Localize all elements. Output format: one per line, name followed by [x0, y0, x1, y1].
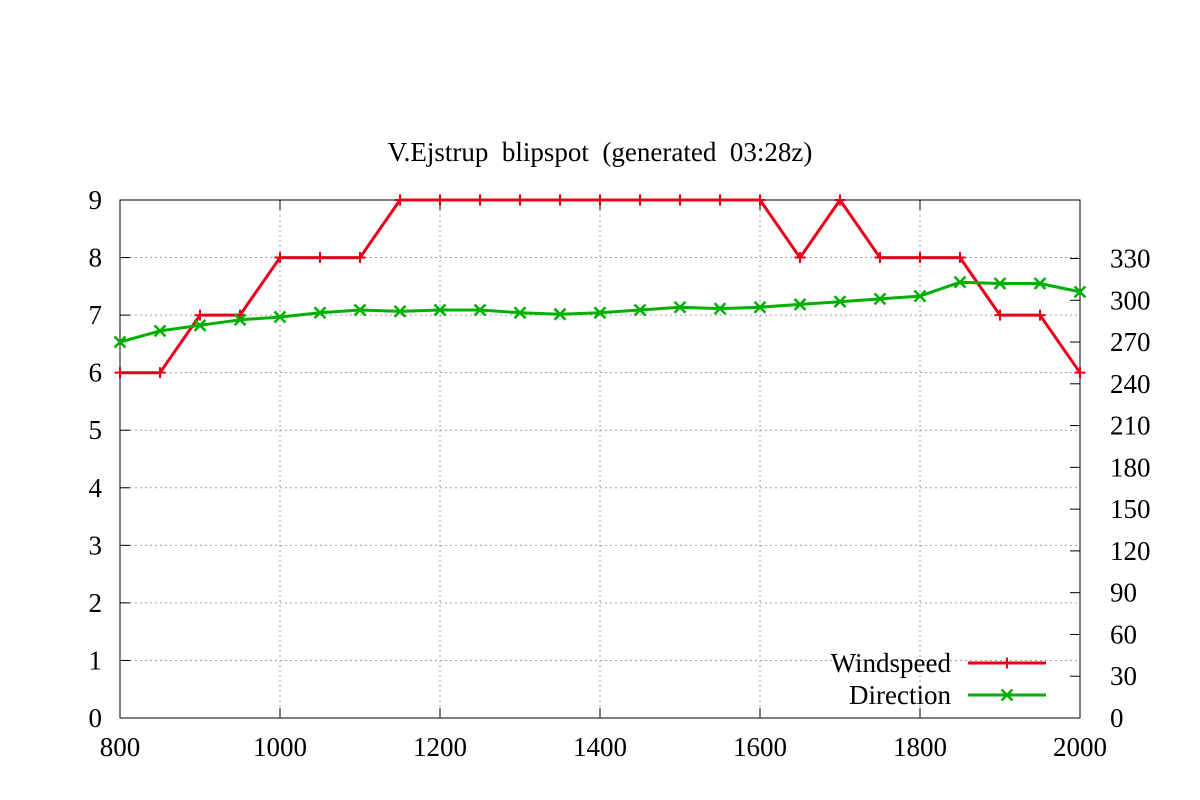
data-point-direction	[633, 303, 647, 317]
legend-marker-windspeed	[1001, 657, 1013, 669]
data-point-windspeed	[394, 194, 406, 206]
y-tick-label: 2	[89, 588, 103, 618]
data-point-direction	[953, 275, 967, 289]
data-point-direction	[313, 306, 327, 320]
data-point-direction	[713, 302, 727, 315]
y2-tick-label: 90	[1110, 578, 1137, 608]
data-point-direction	[353, 303, 367, 317]
x-tick-label: 1400	[573, 732, 627, 762]
axes: 800 1000 1200 1400 1600 1800 20000123456789030…	[89, 185, 1151, 762]
data-point-direction	[1073, 285, 1087, 299]
data-point-windspeed	[634, 194, 646, 206]
data-point-windspeed	[114, 367, 126, 379]
y-tick-label: 9	[89, 185, 103, 215]
data-point-windspeed	[314, 252, 326, 264]
data-point-windspeed	[554, 194, 566, 206]
legend-label-direction: Direction	[849, 680, 951, 710]
data-point-windspeed	[434, 194, 446, 206]
data-point-windspeed	[754, 194, 766, 206]
y-tick-label: 7	[89, 300, 103, 330]
data-point-direction	[873, 292, 887, 306]
data-point-windspeed	[834, 194, 846, 206]
x-tick-label: 1200	[413, 732, 467, 762]
y2-tick-label: 180	[1110, 452, 1151, 482]
y-tick-label: 6	[89, 358, 103, 388]
data-point-direction	[753, 300, 767, 314]
data-point-direction	[673, 300, 687, 314]
y-tick-label: 8	[89, 243, 103, 273]
data-point-windspeed	[474, 194, 486, 206]
data-point-direction	[193, 318, 207, 332]
data-point-windspeed	[874, 252, 886, 264]
data-point-windspeed	[954, 252, 966, 264]
data-point-direction	[273, 310, 287, 324]
data-point-windspeed	[1034, 309, 1046, 321]
series-layer	[113, 194, 1087, 379]
data-point-windspeed	[194, 309, 206, 321]
data-point-windspeed	[994, 309, 1006, 321]
legend-marker-direction	[1000, 688, 1014, 702]
data-point-direction	[113, 335, 127, 349]
y2-tick-label: 0	[1110, 703, 1124, 733]
data-point-windspeed	[354, 252, 366, 264]
y2-tick-label: 30	[1110, 661, 1137, 691]
x-tick-label: 2000	[1053, 732, 1107, 762]
data-point-direction	[833, 295, 847, 309]
y-tick-label: 5	[89, 415, 103, 445]
x-tick-label: 1800	[893, 732, 947, 762]
data-point-windspeed	[274, 252, 286, 264]
y2-tick-label: 270	[1110, 327, 1151, 357]
data-point-direction	[513, 306, 527, 320]
y-tick-label: 3	[89, 530, 103, 560]
legend-label-windspeed: Windspeed	[831, 648, 952, 678]
y2-tick-label: 120	[1110, 536, 1151, 566]
data-point-windspeed	[594, 194, 606, 206]
y2-tick-label: 150	[1110, 494, 1151, 524]
data-point-direction	[153, 324, 167, 338]
data-point-direction	[1033, 277, 1047, 290]
data-point-direction	[473, 303, 487, 317]
data-point-direction	[793, 298, 807, 311]
data-point-windspeed	[514, 194, 526, 206]
data-point-direction	[913, 289, 927, 303]
data-point-windspeed	[794, 252, 806, 264]
y2-tick-label: 240	[1110, 369, 1151, 399]
data-point-windspeed	[674, 194, 686, 206]
data-point-direction	[993, 277, 1007, 290]
data-point-direction	[553, 307, 567, 321]
chart-title: V.Ejstrup blipspot (generated 03:28z)	[388, 137, 813, 167]
data-point-direction	[233, 313, 247, 327]
y2-tick-label: 330	[1110, 243, 1151, 273]
data-point-windspeed	[714, 194, 726, 206]
data-point-direction	[593, 306, 607, 320]
data-point-windspeed	[154, 367, 166, 379]
x-tick-label: 1000	[253, 732, 307, 762]
data-point-windspeed	[1074, 367, 1086, 379]
data-point-direction	[433, 303, 447, 317]
x-tick-label: 1600	[733, 732, 787, 762]
y-tick-label: 0	[89, 703, 103, 733]
y2-tick-label: 300	[1110, 285, 1151, 315]
y2-tick-label: 210	[1110, 411, 1151, 441]
y-tick-label: 1	[89, 645, 103, 675]
y-tick-label: 4	[89, 473, 103, 503]
x-tick-label: 800	[100, 732, 141, 762]
data-point-windspeed	[914, 252, 926, 264]
data-point-direction	[393, 305, 407, 318]
y2-tick-label: 60	[1110, 619, 1137, 649]
